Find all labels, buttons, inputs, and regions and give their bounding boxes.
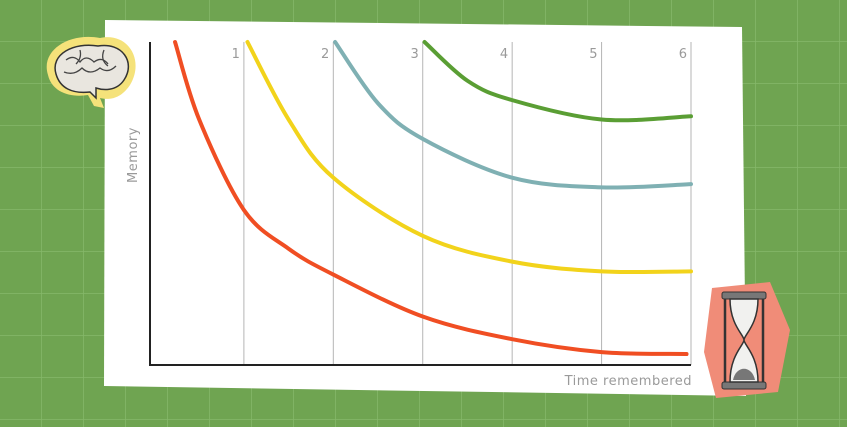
x-tick-label: 2 [321,47,329,62]
axis [149,42,691,366]
brain-icon [46,36,136,108]
curve [173,40,689,357]
x-axis-label: Time remembered [564,374,692,389]
plot-area: 1 2 3 4 5 6 [149,40,693,366]
hourglass-icon [704,282,790,398]
card [104,20,746,396]
y-axis-label: Memory [126,127,141,183]
x-tick-label: 3 [410,47,418,62]
x-tick-label: 6 [679,47,687,62]
curve [245,40,693,275]
x-tick-label: 5 [589,47,597,62]
curve [422,40,693,123]
x-tick-label: 1 [232,47,240,62]
x-tick-label: 4 [500,47,508,62]
curve [333,40,693,190]
